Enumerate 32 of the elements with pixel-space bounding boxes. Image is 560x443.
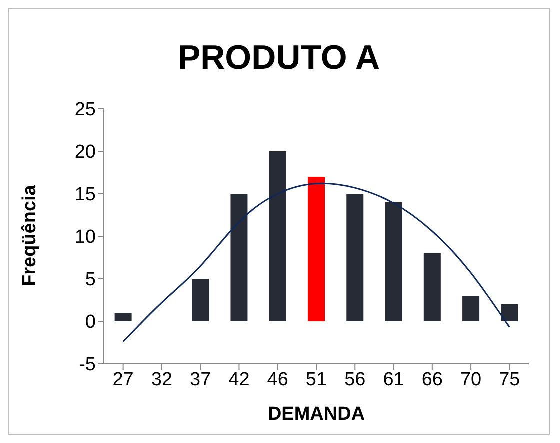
bar: [192, 279, 210, 322]
chart-title: PRODUTO A: [176, 38, 382, 79]
x-tick-label: 46: [267, 369, 288, 390]
bar: [308, 177, 325, 322]
bar: [269, 152, 286, 322]
bar: [424, 254, 441, 322]
x-tick-label: 75: [499, 369, 520, 390]
y-axis-title: Freqüência: [20, 184, 41, 286]
x-tick-label: 61: [383, 369, 404, 390]
x-tick-label: 42: [228, 369, 250, 390]
bar: [462, 296, 480, 322]
x-tick-label: 51: [306, 369, 328, 390]
y-tick-label: -5: [79, 354, 96, 376]
bar: [346, 194, 364, 322]
x-tick-label: 66: [422, 369, 443, 390]
y-tick-label: 15: [74, 184, 96, 206]
x-tick-label: 27: [112, 369, 134, 390]
bar: [385, 202, 402, 322]
bar: [501, 304, 518, 322]
y-tick-label: 25: [74, 100, 96, 121]
x-axis-title: DEMANDA: [268, 404, 366, 425]
y-tick-label: 0: [85, 312, 96, 334]
y-tick-label: 5: [85, 270, 96, 291]
line-series: [122, 182, 510, 343]
y-tick-label: 10: [74, 227, 96, 248]
x-tick-label: 37: [190, 369, 212, 390]
bar: [230, 194, 248, 322]
x-tick-label: 70: [460, 369, 482, 390]
x-tick-label: 56: [344, 369, 366, 390]
y-tick-label: 20: [74, 142, 96, 164]
bar: [114, 313, 132, 322]
x-tick-label: 32: [151, 369, 173, 390]
